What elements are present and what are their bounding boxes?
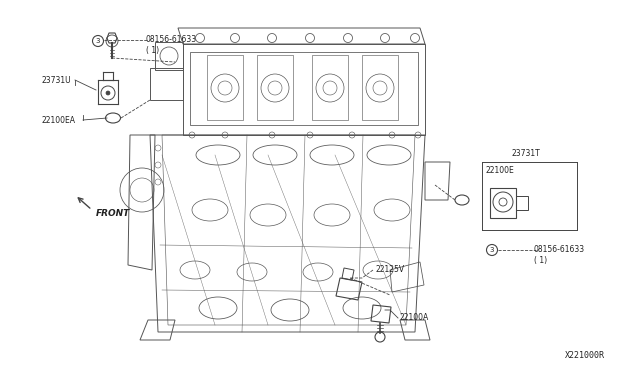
Text: 22100A: 22100A: [400, 314, 429, 323]
Text: 23731U: 23731U: [42, 76, 72, 84]
Text: X221000R: X221000R: [565, 351, 605, 360]
Text: 08156-61633
( 1): 08156-61633 ( 1): [146, 35, 197, 55]
Text: FRONT: FRONT: [96, 208, 131, 218]
Text: 3: 3: [96, 38, 100, 44]
Circle shape: [106, 91, 110, 95]
Text: 22125V: 22125V: [375, 266, 404, 275]
Text: 22100EA: 22100EA: [42, 115, 76, 125]
Text: 08156-61633
( 1): 08156-61633 ( 1): [534, 245, 585, 265]
Text: 3: 3: [490, 247, 494, 253]
Text: 22100E: 22100E: [486, 166, 515, 175]
Text: 23731T: 23731T: [512, 149, 541, 158]
